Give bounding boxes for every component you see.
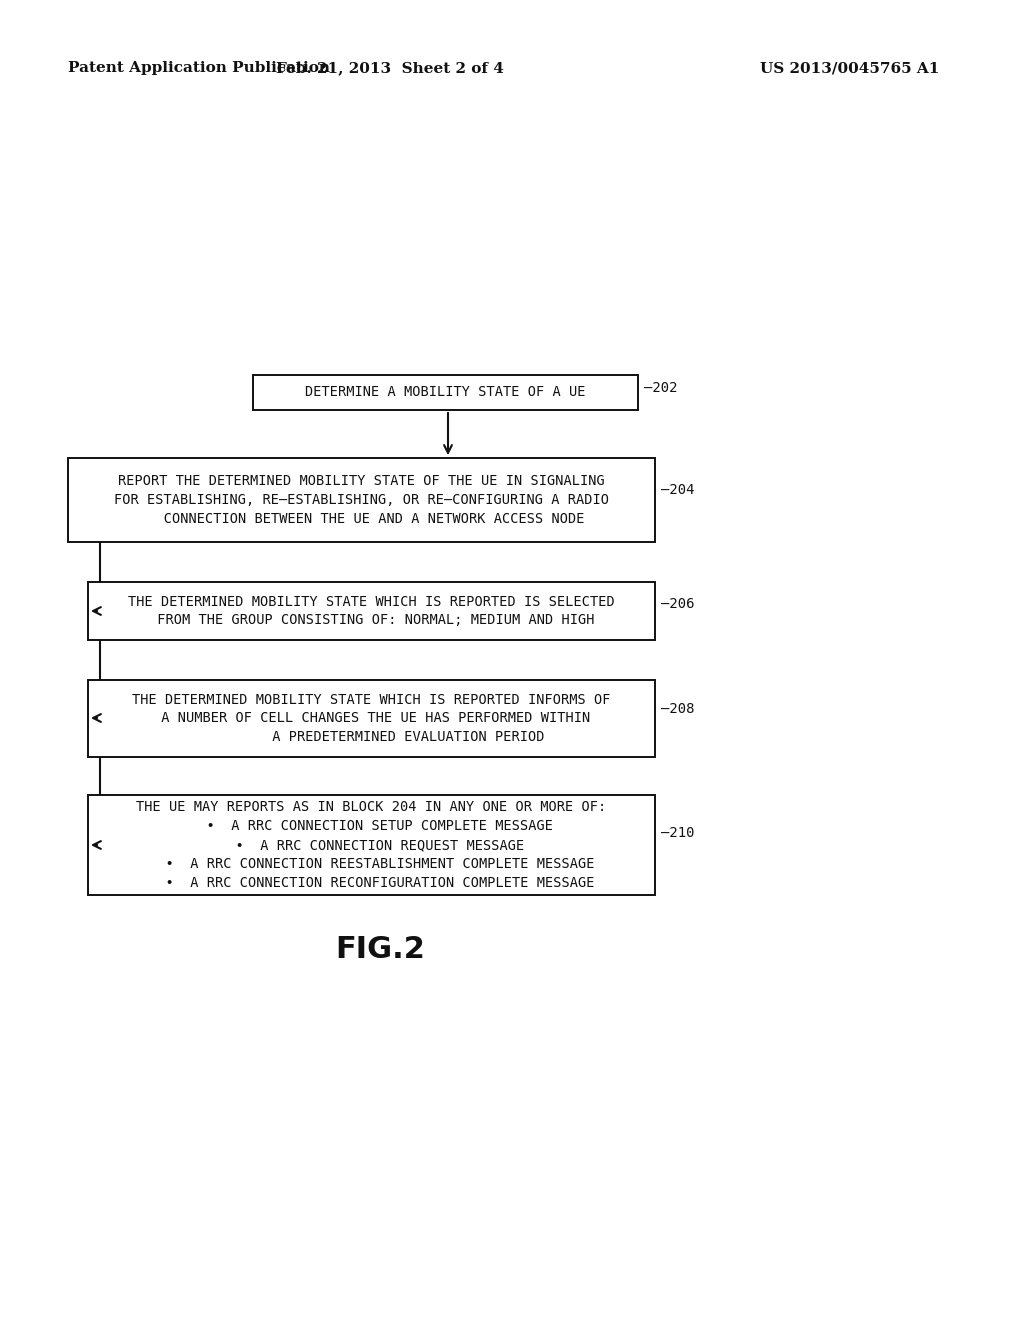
Text: Feb. 21, 2013  Sheet 2 of 4: Feb. 21, 2013 Sheet 2 of 4 — [276, 61, 504, 75]
Text: REPORT THE DETERMINED MOBILITY STATE OF THE UE IN SIGNALING
FOR ESTABLISHING, RE: REPORT THE DETERMINED MOBILITY STATE OF … — [114, 474, 609, 525]
Bar — [253, 375, 638, 411]
Bar — [88, 795, 655, 895]
Text: THE DETERMINED MOBILITY STATE WHICH IS REPORTED INFORMS OF
 A NUMBER OF CELL CHA: THE DETERMINED MOBILITY STATE WHICH IS R… — [132, 693, 610, 744]
Text: Patent Application Publication: Patent Application Publication — [68, 61, 330, 75]
Text: –206: –206 — [662, 597, 694, 611]
Text: THE UE MAY REPORTS AS IN BLOCK 204 IN ANY ONE OR MORE OF:
  •  A RRC CONNECTION : THE UE MAY REPORTS AS IN BLOCK 204 IN AN… — [136, 800, 606, 890]
Bar — [68, 458, 655, 543]
Text: FIG.2: FIG.2 — [335, 936, 425, 965]
Text: DETERMINE A MOBILITY STATE OF A UE: DETERMINE A MOBILITY STATE OF A UE — [305, 385, 586, 400]
Text: –208: –208 — [662, 702, 694, 717]
Bar — [88, 680, 655, 756]
Text: –204: –204 — [662, 483, 694, 496]
Text: THE DETERMINED MOBILITY STATE WHICH IS REPORTED IS SELECTED
 FROM THE GROUP CONS: THE DETERMINED MOBILITY STATE WHICH IS R… — [128, 594, 614, 627]
Text: –210: –210 — [662, 826, 694, 840]
Bar — [88, 582, 655, 640]
Text: US 2013/0045765 A1: US 2013/0045765 A1 — [760, 61, 939, 75]
Text: –202: –202 — [644, 381, 678, 395]
